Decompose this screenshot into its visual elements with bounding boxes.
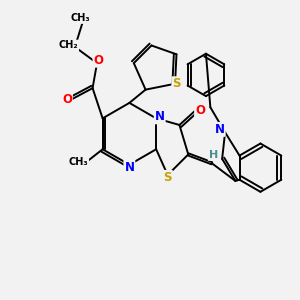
Text: CH₃: CH₃ — [71, 13, 91, 23]
Text: CH₃: CH₃ — [69, 157, 88, 167]
Text: O: O — [195, 104, 205, 117]
Text: CH₂: CH₂ — [58, 40, 78, 50]
Text: H: H — [209, 150, 218, 160]
Text: S: S — [164, 171, 172, 184]
Text: O: O — [94, 54, 103, 67]
Text: N: N — [155, 110, 165, 123]
Text: N: N — [215, 123, 225, 136]
Text: N: N — [124, 160, 134, 174]
Text: O: O — [62, 93, 72, 106]
Text: S: S — [172, 77, 181, 90]
